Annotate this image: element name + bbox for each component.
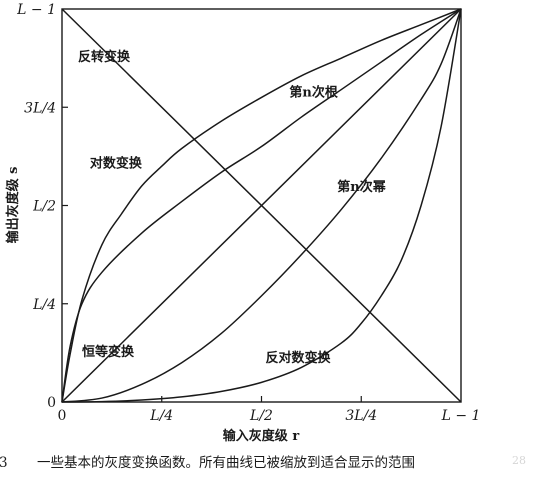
series-line-log — [61, 8, 462, 403]
caption-text: 一些基本的灰度变换函数。所有曲线已被缩放到适合显示的范围 — [37, 454, 415, 471]
series-label-identity: 恒等变换 — [82, 344, 135, 360]
y-tick-label: L − 1 — [16, 2, 56, 18]
series-label-nth-root: 第n次根 — [289, 85, 338, 101]
series-line-nth-power — [61, 8, 462, 403]
caption-number: 3 — [0, 455, 8, 471]
y-axis-title: 输出灰度级 s — [5, 167, 21, 244]
series-line-identity — [61, 8, 462, 403]
x-tick-label: L/2 — [249, 408, 273, 424]
y-tick-label: 3L/4 — [24, 100, 56, 116]
series-label-inverse-log: 反对数变换 — [265, 350, 331, 366]
y-tick-label: L/4 — [32, 297, 56, 313]
watermark: 28 — [512, 454, 526, 467]
series-line-inverse-log — [61, 8, 462, 403]
y-tick-label: 0 — [47, 395, 56, 411]
x-axis-title: 输入灰度级 r — [223, 428, 300, 444]
series-group — [61, 8, 462, 403]
x-tick-label: 3L/4 — [345, 408, 377, 424]
series-label-nth-power: 第n次幂 — [337, 179, 386, 195]
y-tick-label: L/2 — [32, 199, 56, 215]
series-line-nth-root — [61, 8, 462, 403]
series-label-negative: 反转变换 — [78, 49, 131, 65]
x-tick-label: L − 1 — [441, 408, 481, 424]
ticks-group: 0 L/4 L/2 3L/4 L − 1 0 L/4 L/2 3L/4 L − 1 — [16, 2, 480, 424]
x-tick-label: 0 — [58, 408, 67, 424]
series-label-log: 对数变换 — [90, 155, 143, 171]
x-tick-label: L/4 — [149, 408, 173, 424]
